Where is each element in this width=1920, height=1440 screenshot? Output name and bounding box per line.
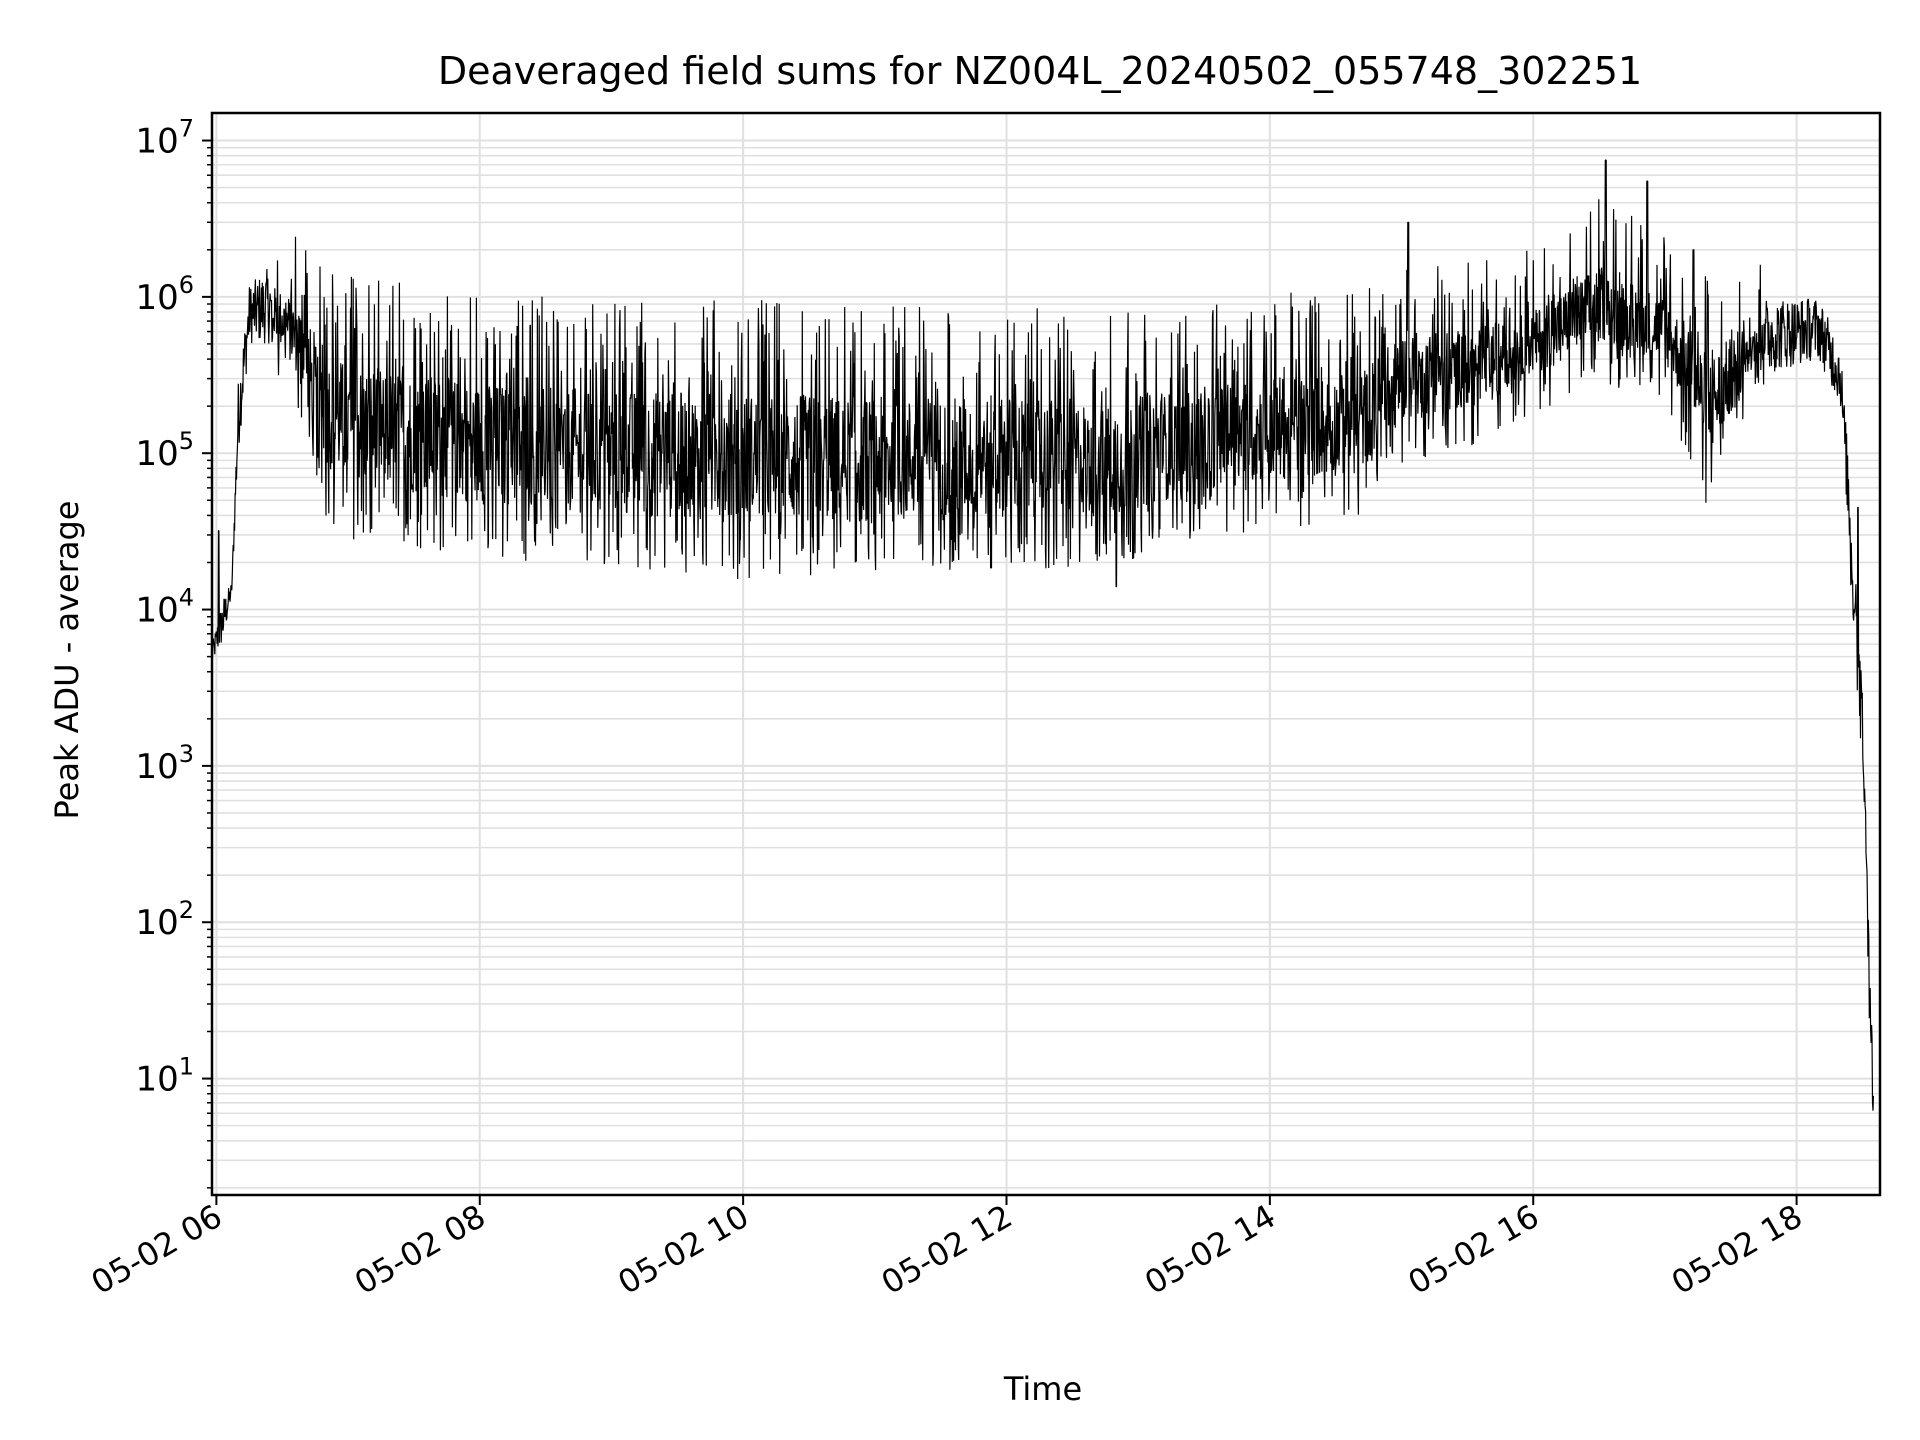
y-axis-label: Peak ADU - average [48,501,86,820]
y-tick-base: 10 [135,591,178,631]
y-tick-base: 10 [135,434,178,474]
y-tick-label: 105 [135,427,194,474]
y-tick-exponent: 4 [179,584,194,612]
x-axis-label: Time [1003,1370,1082,1408]
x-tick-label: 05-02 10 [612,1197,756,1302]
y-tick-exponent: 3 [179,740,194,768]
y-tick-exponent: 1 [179,1053,194,1081]
x-tick-label: 05-02 16 [1402,1197,1546,1302]
y-tick-label: 103 [135,740,194,787]
x-axis: 05-02 06 05-02 08 05-02 10 05-02 12 05-02 14… [85,1195,1809,1302]
y-tick-label: 106 [135,271,194,318]
y-tick-base: 10 [135,1060,178,1100]
y-tick-exponent: 5 [179,427,194,455]
y-tick-exponent: 7 [179,115,194,143]
x-tick-label: 05-02 08 [348,1197,492,1302]
plot-frame [210,111,1882,1197]
y-tick-label: 101 [135,1053,194,1100]
y-tick-base: 10 [135,278,178,318]
y-tick-label: 102 [135,896,194,943]
x-tick-label: 05-02 12 [875,1197,1019,1302]
y-tick-label: 107 [135,115,194,162]
x-tick-label: 05-02 06 [85,1197,229,1302]
y-tick-base: 10 [135,122,178,162]
y-tick-base: 10 [135,903,178,943]
series-line [211,159,1874,1111]
y-tick-exponent: 2 [179,896,194,924]
y-tick-base: 10 [135,747,178,787]
y-tick-exponent: 6 [179,271,194,299]
y-tick-label: 104 [135,584,194,631]
chart-title: Deaveraged field sums for NZ004L_2024050… [438,49,1642,93]
x-tick-label: 05-02 18 [1665,1197,1809,1302]
grid [212,113,1880,1195]
x-tick-label: 05-02 14 [1138,1197,1282,1302]
